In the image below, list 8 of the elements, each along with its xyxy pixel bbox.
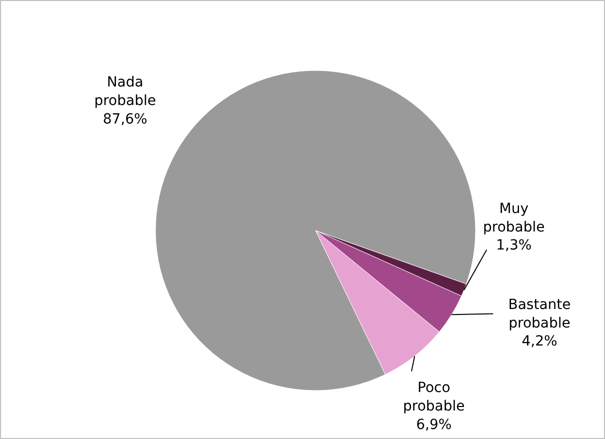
slice-label: Bastante probable [508,296,571,332]
slice-label: Nada probable [94,74,156,109]
data-label: 6,9% [416,416,452,433]
data-label: 87,6% [102,111,148,128]
slice-label: Muy probable [483,200,545,236]
data-label: 4,2% [522,334,558,350]
data-label: 1,3% [496,238,532,254]
slice-label: Poco probable [403,380,465,414]
